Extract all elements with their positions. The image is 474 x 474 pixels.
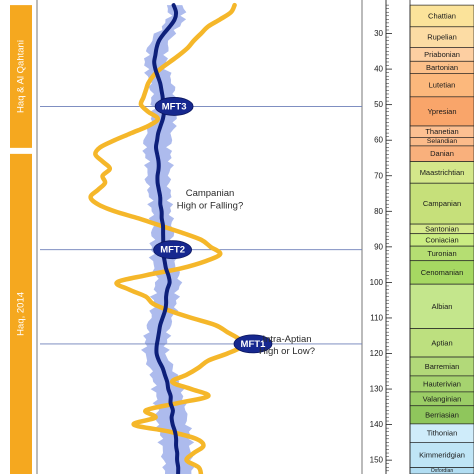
tick-label: 90 xyxy=(374,242,383,251)
tick-label: 100 xyxy=(370,278,384,287)
mft-marker xyxy=(153,240,193,260)
stage-label: Cenomanian xyxy=(421,268,464,277)
mft-label: MFT1 xyxy=(241,339,267,350)
tick-label: 140 xyxy=(370,420,384,429)
tick-label: 150 xyxy=(370,456,384,465)
stage-cell xyxy=(409,442,474,468)
stage-label: Ypresian xyxy=(427,107,456,116)
source-bar xyxy=(10,153,32,474)
stage-label: Lutetian xyxy=(429,81,456,90)
stage-label: Chattian xyxy=(428,11,456,20)
stage-label: Danian xyxy=(430,149,454,158)
stage-label: Aptian xyxy=(431,338,452,347)
tick-label: 40 xyxy=(374,65,383,74)
tick-label: 130 xyxy=(370,385,384,394)
stage-label: Rupelian xyxy=(427,33,457,42)
annotation-text: High or Low? xyxy=(259,346,315,357)
stage-label: Selandian xyxy=(427,138,457,145)
source-label: Haq & Al Qahtani xyxy=(15,40,26,113)
source-label: Haq, 2014 xyxy=(16,292,27,336)
stage-label: Coniacian xyxy=(425,235,458,244)
stage-label: Albian xyxy=(432,302,453,311)
stage-label: Campanian xyxy=(423,199,461,208)
stage-label: Kimmeridgian xyxy=(419,450,465,459)
tick-label: 110 xyxy=(370,313,383,322)
stage-label: Thanetian xyxy=(425,127,458,136)
stage-cell xyxy=(409,182,474,225)
stage-label: Priabonian xyxy=(424,50,460,59)
stage-label: Bartonian xyxy=(426,63,458,72)
stage-label: Barremian xyxy=(425,362,460,371)
source-bar xyxy=(10,5,32,148)
stage-label: Berriasian xyxy=(425,410,459,419)
tick-label: 120 xyxy=(370,349,384,358)
reference-curve xyxy=(88,2,245,474)
stage-label: Valanginian xyxy=(423,394,462,403)
stage-label: Hauterivian xyxy=(423,379,461,388)
tick-label: 60 xyxy=(374,136,383,145)
stage-label: Oxfordian xyxy=(431,468,454,474)
stage-label: Maastrichtian xyxy=(420,168,465,177)
tick-label: 70 xyxy=(374,171,383,180)
mean-curve xyxy=(152,3,181,474)
annotation-text: Campanian xyxy=(186,188,235,199)
tick-label: 30 xyxy=(374,29,383,38)
mft-label: MFT3 xyxy=(162,101,187,112)
stage-label: Turonian xyxy=(427,249,456,258)
tick-label: 50 xyxy=(374,100,383,109)
tick-label: 80 xyxy=(374,207,383,216)
mft-marker xyxy=(233,334,273,354)
annotation-text: Intra-Aptian xyxy=(262,334,311,345)
mft-marker xyxy=(154,97,194,116)
stage-label: Tithonian xyxy=(427,429,458,438)
annotation-text: High or Falling? xyxy=(177,200,244,211)
mft-label: MFT2 xyxy=(160,245,185,256)
stage-label: Santonian xyxy=(425,224,459,233)
